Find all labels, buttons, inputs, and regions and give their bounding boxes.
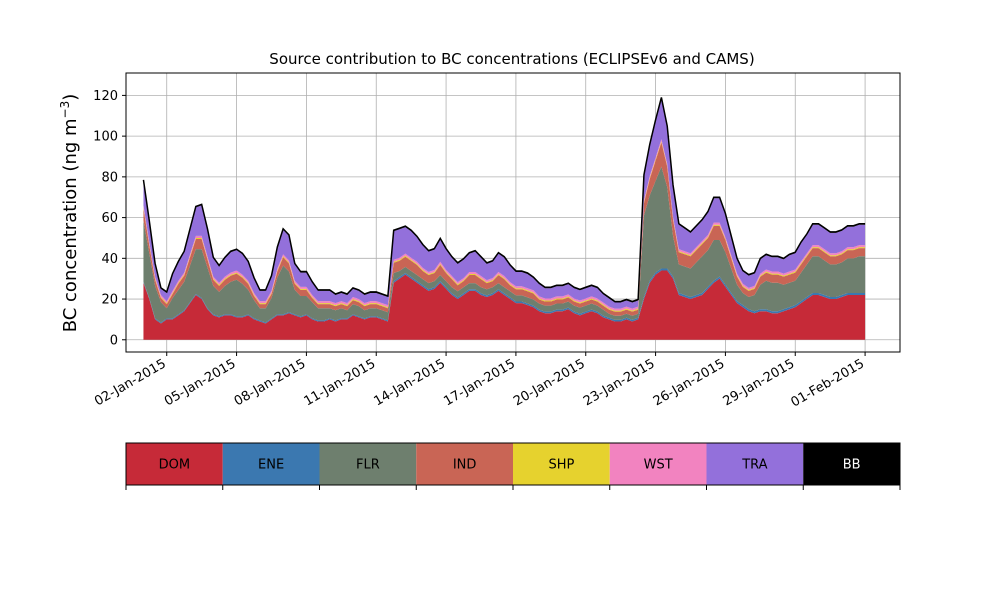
series-area-tra [143,98,866,309]
x-tick-label: 29-Jan-2015 [721,356,798,409]
y-tick-label: 20 [101,293,118,308]
x-tick-label: 01-Feb-2015 [789,356,868,410]
y-tick-label: 0 [110,333,118,348]
y-tick-label: 60 [101,211,118,226]
x-tick-label: 08-Jan-2015 [232,356,309,409]
y-axis-label: BC concentration (ng m−3) [58,94,81,333]
x-tick-label: 26-Jan-2015 [651,356,728,409]
series-area-dom [143,270,866,340]
plot-frame [125,72,901,353]
y-tick-label: 120 [93,89,118,104]
y-tick-label: 40 [101,252,118,267]
legend-label-flr: FLR [356,458,380,473]
legend-swatch-wst [609,443,707,485]
stacked-areas [142,97,866,340]
x-tick-label: 17-Jan-2015 [441,356,518,409]
y-axis-label-close: ) [60,94,81,101]
y-axis-label-main: BC concentration (ng m [60,118,81,332]
y-tick-label: 100 [93,130,118,145]
legend-label-shp: SHP [548,458,574,473]
legend-label-ind: IND [453,458,477,473]
legend-label-tra: TRA [741,458,767,473]
total-outline-line [142,97,866,303]
legend-swatch-shp [513,443,610,485]
series-area-ind [143,142,866,316]
y-tick-label: 80 [101,170,118,185]
series-area-wst [143,139,866,311]
legend-swatch-bb [803,443,900,485]
legend-swatch-ind [416,443,513,485]
legend-swatch-tra [706,443,804,485]
y-axis-label-sup: −3 [58,101,72,119]
x-tick-label: 11-Jan-2015 [302,356,379,409]
x-tick-label: 05-Jan-2015 [162,356,239,409]
legend-label-dom: DOM [159,458,190,473]
legend-label-wst: WST [644,458,673,473]
x-tick-label: 14-Jan-2015 [371,356,448,409]
legend-swatch-ene [222,443,320,485]
axes: 0 20 40 60 80 100 120 02-Jan-201505-Jan-201508-… [92,72,901,410]
series-area-flr [143,166,866,323]
x-tick-label: 20-Jan-2015 [511,356,588,409]
chart-title: Source contribution to BC concentrations… [269,50,754,68]
legend-label-bb: BB [843,458,861,473]
legend-swatch-flr [319,443,417,485]
legend-swatch-dom [126,443,223,485]
x-tick-label: 23-Jan-2015 [581,356,658,409]
legend-label-ene: ENE [258,458,284,473]
x-tick-label: 02-Jan-2015 [92,356,169,409]
legend-colorbar: DOM ENE FLR IND SHP WST TRA BB [125,442,901,490]
